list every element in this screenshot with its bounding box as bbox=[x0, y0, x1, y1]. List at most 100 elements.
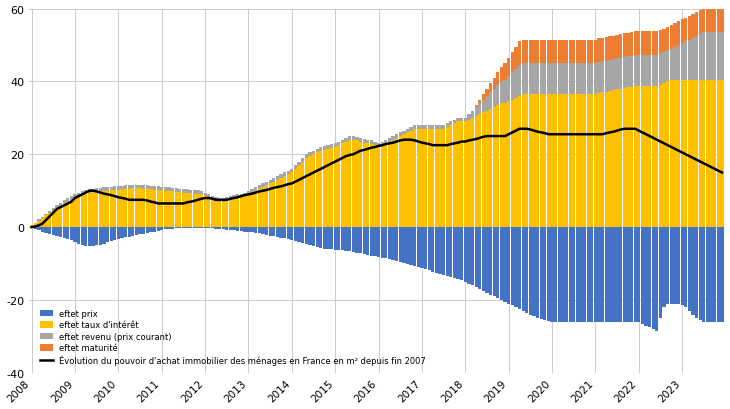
Bar bbox=[558, 95, 561, 227]
Bar bbox=[196, 195, 199, 227]
Bar bbox=[225, 198, 228, 201]
Bar bbox=[482, 95, 485, 100]
Bar bbox=[250, 227, 254, 233]
Bar bbox=[460, 122, 464, 227]
Bar bbox=[287, 227, 290, 240]
Bar bbox=[550, 40, 553, 64]
Bar bbox=[619, 35, 623, 58]
Bar bbox=[80, 195, 84, 227]
Bar bbox=[521, 40, 525, 64]
Bar bbox=[601, 62, 604, 93]
Bar bbox=[52, 211, 55, 227]
Bar bbox=[666, 28, 669, 51]
Bar bbox=[345, 139, 347, 142]
Bar bbox=[356, 137, 358, 141]
Bar bbox=[467, 115, 471, 120]
Bar bbox=[677, 46, 680, 81]
Bar bbox=[521, 64, 525, 95]
Bar bbox=[561, 95, 564, 227]
Bar bbox=[258, 227, 261, 234]
Bar bbox=[652, 32, 655, 56]
Bar bbox=[319, 148, 323, 151]
Bar bbox=[652, 227, 655, 329]
Bar bbox=[543, 227, 547, 320]
Bar bbox=[688, 17, 691, 40]
Bar bbox=[504, 64, 507, 81]
Bar bbox=[363, 143, 366, 227]
Bar bbox=[280, 227, 283, 238]
Bar bbox=[424, 130, 427, 227]
Bar bbox=[117, 227, 120, 239]
Bar bbox=[247, 227, 250, 232]
Bar bbox=[377, 148, 380, 227]
Bar bbox=[561, 64, 564, 95]
Bar bbox=[547, 40, 550, 64]
Bar bbox=[656, 87, 658, 227]
Bar bbox=[669, 227, 673, 304]
Bar bbox=[167, 227, 171, 229]
Bar bbox=[688, 81, 691, 227]
Bar bbox=[70, 197, 73, 200]
Bar bbox=[225, 201, 228, 227]
Bar bbox=[261, 227, 264, 234]
Bar bbox=[135, 185, 138, 189]
Bar bbox=[428, 130, 431, 227]
Bar bbox=[580, 64, 583, 95]
Bar bbox=[139, 185, 142, 189]
Bar bbox=[645, 56, 648, 87]
Bar bbox=[37, 221, 40, 227]
Bar bbox=[619, 58, 623, 90]
Bar bbox=[182, 189, 185, 193]
Bar bbox=[710, 33, 712, 81]
Bar bbox=[110, 187, 113, 191]
Bar bbox=[153, 187, 156, 190]
Bar bbox=[167, 188, 171, 191]
Bar bbox=[612, 91, 615, 227]
Bar bbox=[449, 227, 453, 277]
Bar bbox=[699, 11, 702, 35]
Bar bbox=[66, 227, 69, 239]
Bar bbox=[369, 145, 373, 227]
Bar bbox=[59, 207, 62, 227]
Bar bbox=[356, 227, 358, 253]
Bar bbox=[236, 198, 239, 227]
Bar bbox=[34, 224, 37, 227]
Bar bbox=[554, 64, 557, 95]
Bar bbox=[319, 227, 323, 248]
Bar bbox=[612, 60, 615, 91]
Bar bbox=[482, 113, 485, 227]
Bar bbox=[518, 42, 521, 66]
Bar bbox=[717, 9, 720, 33]
Bar bbox=[363, 227, 366, 254]
Bar bbox=[34, 227, 37, 230]
Bar bbox=[402, 227, 406, 263]
Bar bbox=[63, 200, 66, 204]
Bar bbox=[200, 195, 203, 227]
Bar bbox=[717, 33, 720, 81]
Bar bbox=[413, 126, 416, 130]
Bar bbox=[142, 189, 145, 227]
Bar bbox=[565, 227, 568, 322]
Bar bbox=[630, 33, 633, 56]
Bar bbox=[258, 186, 261, 189]
Bar bbox=[673, 48, 677, 81]
Bar bbox=[572, 227, 575, 322]
Bar bbox=[359, 227, 362, 254]
Bar bbox=[612, 36, 615, 60]
Bar bbox=[449, 126, 453, 227]
Bar bbox=[312, 151, 315, 155]
Bar bbox=[604, 38, 608, 61]
Bar bbox=[615, 59, 619, 90]
Bar bbox=[601, 38, 604, 62]
Bar bbox=[204, 227, 207, 228]
Bar bbox=[525, 64, 529, 95]
Bar bbox=[330, 149, 333, 227]
Bar bbox=[301, 227, 304, 244]
Bar bbox=[330, 227, 333, 250]
Bar bbox=[95, 227, 99, 246]
Bar bbox=[572, 40, 575, 64]
Bar bbox=[485, 111, 488, 227]
Bar bbox=[702, 9, 705, 33]
Bar bbox=[41, 227, 44, 232]
Bar bbox=[532, 40, 536, 64]
